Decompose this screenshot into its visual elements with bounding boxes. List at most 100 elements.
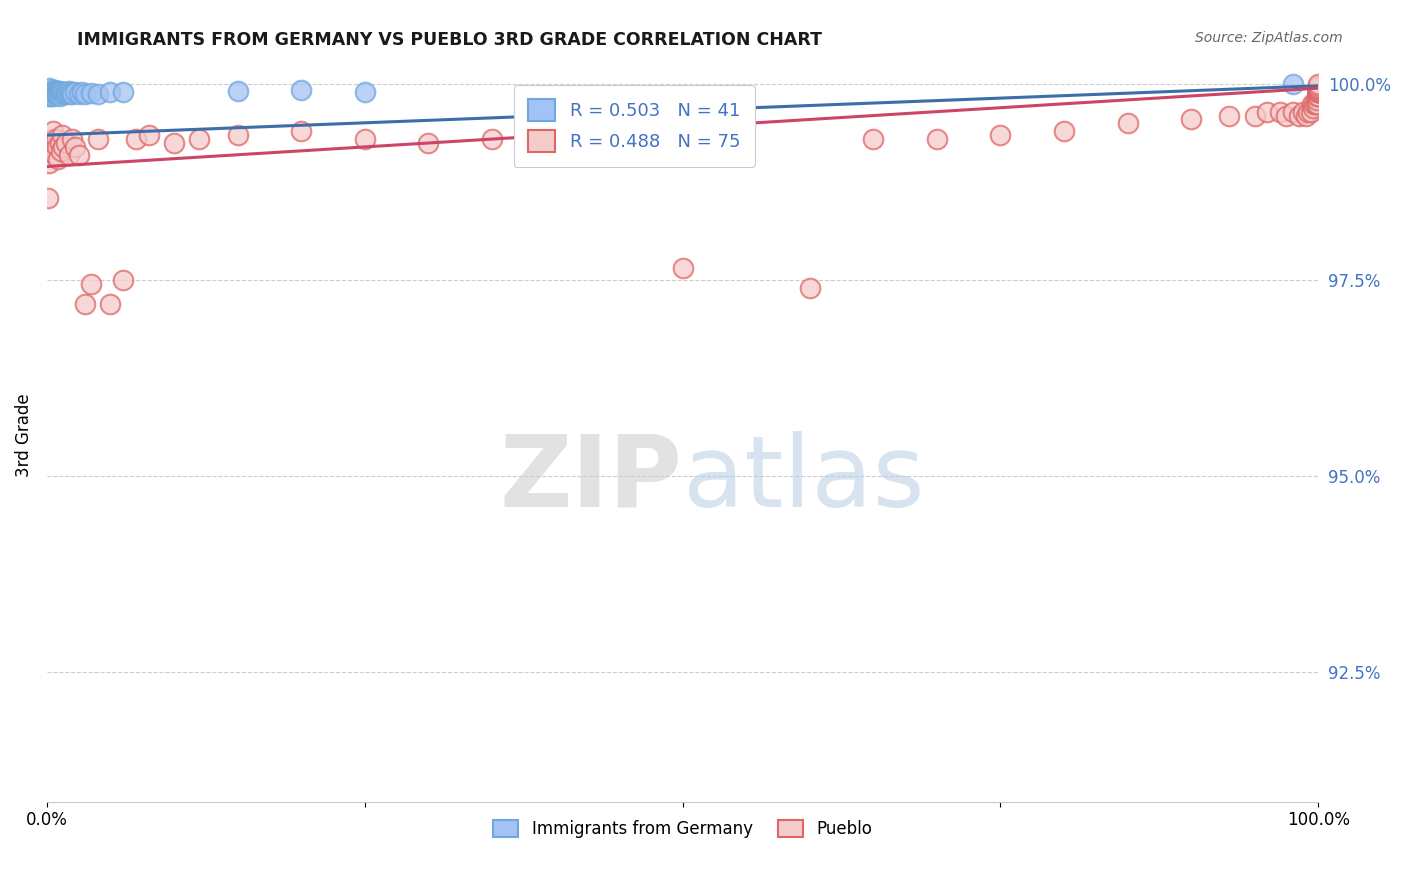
Point xyxy=(862,132,884,146)
Point xyxy=(67,147,90,161)
Point xyxy=(544,132,567,146)
Point xyxy=(1296,104,1319,119)
Point xyxy=(226,84,249,98)
Point xyxy=(63,140,86,154)
Point xyxy=(67,87,90,101)
Point xyxy=(42,124,65,138)
Point xyxy=(1301,96,1323,111)
Point xyxy=(671,261,693,276)
Point xyxy=(44,87,66,102)
Point xyxy=(45,85,67,99)
Point xyxy=(1308,81,1330,95)
Point xyxy=(45,87,67,101)
Point xyxy=(73,296,96,310)
Point xyxy=(73,87,96,102)
Point xyxy=(42,85,65,99)
Point xyxy=(925,132,948,146)
Point xyxy=(1308,83,1330,97)
Point xyxy=(1302,101,1324,115)
Point xyxy=(1308,81,1330,95)
Point xyxy=(41,83,63,97)
Point xyxy=(1308,78,1330,93)
Point xyxy=(51,87,73,101)
Point xyxy=(38,81,60,95)
Point xyxy=(38,85,60,99)
Point xyxy=(45,132,67,146)
Point xyxy=(1299,104,1322,119)
Point xyxy=(125,132,148,146)
Y-axis label: 3rd Grade: 3rd Grade xyxy=(15,393,32,477)
Point xyxy=(1268,104,1291,119)
Point xyxy=(1308,85,1330,99)
Point xyxy=(46,85,69,99)
Text: IMMIGRANTS FROM GERMANY VS PUEBLO 3RD GRADE CORRELATION CHART: IMMIGRANTS FROM GERMANY VS PUEBLO 3RD GR… xyxy=(77,31,823,49)
Point xyxy=(1218,109,1240,123)
Point xyxy=(58,147,80,161)
Point xyxy=(39,89,62,103)
Point xyxy=(1053,124,1076,138)
Point xyxy=(87,132,110,146)
Point xyxy=(46,152,69,166)
Point xyxy=(163,136,186,150)
Point xyxy=(1256,104,1278,119)
Point xyxy=(41,132,63,146)
Point xyxy=(60,132,83,146)
Point xyxy=(1305,96,1327,111)
Point xyxy=(37,89,59,103)
Point xyxy=(1288,109,1310,123)
Point xyxy=(56,86,79,100)
Point xyxy=(49,144,72,158)
Text: Source: ZipAtlas.com: Source: ZipAtlas.com xyxy=(1195,31,1343,45)
Point xyxy=(100,85,122,99)
Point xyxy=(1116,116,1139,130)
Point xyxy=(44,83,66,97)
Point xyxy=(481,132,503,146)
Point xyxy=(49,85,72,99)
Point xyxy=(80,86,103,100)
Point xyxy=(1306,89,1329,103)
Point xyxy=(39,140,62,154)
Point xyxy=(1282,77,1305,91)
Point xyxy=(188,132,211,146)
Point xyxy=(46,84,69,98)
Point xyxy=(1308,85,1330,99)
Point xyxy=(38,155,60,169)
Point xyxy=(39,85,62,99)
Point xyxy=(112,273,135,287)
Point xyxy=(44,147,66,161)
Point xyxy=(48,84,70,98)
Point xyxy=(1180,112,1202,127)
Point xyxy=(46,140,69,154)
Point xyxy=(1295,109,1317,123)
Point xyxy=(42,140,65,154)
Point xyxy=(46,88,69,103)
Point xyxy=(42,89,65,103)
Point xyxy=(80,277,103,292)
Point xyxy=(87,87,110,101)
Point xyxy=(799,281,821,295)
Point xyxy=(72,85,94,99)
Point xyxy=(63,85,86,99)
Point xyxy=(55,136,77,150)
Text: ZIP: ZIP xyxy=(499,431,682,527)
Point xyxy=(1308,83,1330,97)
Point xyxy=(1308,81,1330,95)
Point xyxy=(55,85,77,99)
Point xyxy=(41,87,63,101)
Point xyxy=(290,83,312,97)
Point xyxy=(1303,96,1326,111)
Point xyxy=(353,85,375,99)
Point xyxy=(1308,85,1330,99)
Point xyxy=(990,128,1012,143)
Point xyxy=(1275,109,1298,123)
Point xyxy=(52,85,75,99)
Point xyxy=(418,136,440,150)
Point xyxy=(48,136,70,150)
Point xyxy=(37,191,59,205)
Point xyxy=(1308,85,1330,99)
Point xyxy=(100,296,122,310)
Point xyxy=(226,128,249,143)
Point xyxy=(1308,83,1330,97)
Point xyxy=(60,87,83,102)
Point xyxy=(1243,109,1265,123)
